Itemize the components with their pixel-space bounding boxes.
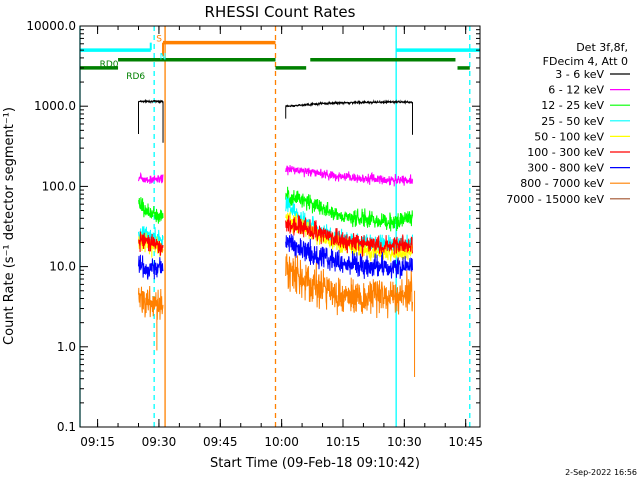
x-tick-label-7: 10:45 [448, 435, 483, 449]
axis-layer: 0.1 1.0 10.0 100.0 1000.0 10000.0 09:15 09:30 09… [26, 19, 483, 449]
flag-label-4: N [160, 53, 167, 63]
y-tick-label-1: 0.1 [57, 420, 76, 434]
legend-label-5: 50 - 100 keV [534, 130, 604, 143]
legend-label-8: 800 - 7000 keV [520, 177, 604, 190]
series-7-segment-1 [138, 254, 164, 280]
y-tick-label-3: 10.0 [49, 260, 76, 274]
x-tick-label-5: 10:15 [326, 435, 361, 449]
legend-label-7: 300 - 800 keV [527, 162, 604, 175]
series-3-segment-1 [138, 197, 164, 224]
legend-label-6: 100 - 300 keV [527, 146, 604, 159]
series-1-segment-1 [138, 98, 164, 104]
y-tick-label-2: 1.0 [57, 340, 76, 354]
y-axis-label: Count Rate (s⁻¹ detector segment⁻¹) [2, 107, 17, 345]
plot-frame [79, 25, 481, 428]
x-tick-label-6: 10:30 [387, 435, 422, 449]
legend-label-1: 3 - 6 keV [555, 68, 604, 81]
date-stamp: 2-Sep-2022 16:56 [565, 468, 637, 477]
series-7-segment-2 [285, 233, 413, 279]
series-2-segment-1 [138, 171, 164, 185]
flag-label-3: S [156, 34, 162, 44]
x-axis-label: Start Time (09-Feb-18 09:10:42) [210, 456, 420, 471]
x-tick-label-2: 09:30 [142, 435, 177, 449]
x-tick-label-3: 09:45 [203, 435, 238, 449]
legend: Det 3f,8f,FDecim 4, Att 03 - 6 keV 6 - 12… [506, 41, 630, 206]
series-8-segment-1 [138, 285, 164, 320]
legend-label-9: 7000 - 15000 keV [506, 193, 604, 206]
y-tick-label-6: 10000.0 [26, 19, 76, 33]
legend-label-3: 12 - 25 keV [541, 99, 604, 112]
series-2-segment-2 [285, 165, 413, 187]
legend-label-2: 6 - 12 keV [548, 84, 604, 97]
chart-title: RHESSI Count Rates [205, 3, 356, 21]
legend-label-4: 25 - 50 keV [541, 115, 604, 128]
series-8-segment-2 [285, 253, 413, 319]
series-3-segment-2 [285, 186, 413, 232]
flag-label-1: RD0 [100, 60, 119, 70]
legend-header-2: FDecim 4, Att 0 [543, 55, 628, 68]
legend-header-1: Det 3f,8f, [576, 41, 628, 54]
series-6-segment-2 [285, 214, 413, 257]
series-1-segment-2 [285, 99, 413, 108]
y-tick-label-4: 100.0 [42, 179, 76, 193]
series-6-segment-1 [138, 231, 164, 256]
x-tick-label-4: 10:00 [264, 435, 299, 449]
data-layer: RD0 RD6 SN [79, 26, 480, 427]
flag-label-2: RD6 [126, 72, 145, 82]
x-tick-label-1: 09:15 [80, 435, 115, 449]
y-tick-label-5: 1000.0 [34, 99, 76, 113]
